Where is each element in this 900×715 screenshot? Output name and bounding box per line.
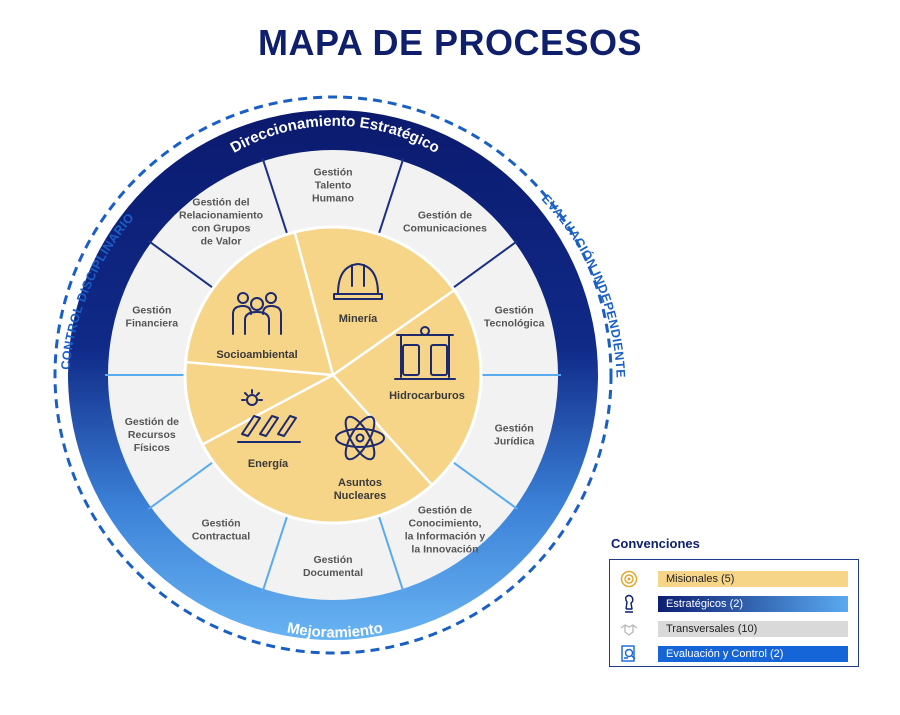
segment-divider xyxy=(377,157,405,235)
people-group-icon xyxy=(232,292,282,335)
legend: Convenciones Misionales (5) Estratégicos… xyxy=(609,536,859,667)
core-divider xyxy=(201,373,334,446)
ring-label-bottom: Mejoramiento xyxy=(286,619,384,641)
page-title: MAPA DE PROCESOS xyxy=(257,22,643,63)
solar-panel-icon xyxy=(237,389,301,443)
segment-label: Gestión Contractual xyxy=(192,518,250,543)
legend-label: Misionales (5) xyxy=(658,571,848,587)
legend-label: Transversales (10) xyxy=(658,621,848,637)
legend-item-estrategicos: Estratégicos (2) xyxy=(618,593,848,615)
mission-core: Minería Hidrocarburos Asuntos Nucleares Ener… xyxy=(183,225,483,525)
segment-divider xyxy=(147,240,214,289)
legend-item-transversales: Transversales (10) xyxy=(618,618,848,640)
segment-label: Gestión de Recursos Físicos xyxy=(125,416,179,454)
core-divider xyxy=(293,231,335,376)
segment-label: Gestión Documental xyxy=(303,554,363,579)
legend-box: Misionales (5) Estratégicos (2) Transver… xyxy=(609,559,859,667)
core-label: Minería xyxy=(339,313,378,325)
segment-divider xyxy=(261,157,289,235)
segment-label: Gestión Talento Humano xyxy=(312,167,354,205)
atom-icon xyxy=(335,415,385,461)
core-label: Asuntos Nucleares xyxy=(334,477,387,502)
segment-divider xyxy=(261,515,289,593)
segment-label: Gestión del Relacionamiento con Grupos de V… xyxy=(179,196,263,247)
legend-item-misionales: Misionales (5) xyxy=(618,568,848,590)
segment-divider xyxy=(452,461,519,510)
segment-label: Gestión Jurídica xyxy=(494,422,534,447)
core-divider xyxy=(185,360,334,377)
segment-label: Gestión Financiera xyxy=(126,305,179,330)
legend-label: Estratégicos (2) xyxy=(658,596,848,612)
core-label: Hidrocarburos xyxy=(389,390,465,402)
magnifier-report-icon xyxy=(618,644,640,664)
legend-item-evaluacion: Evaluación y Control (2) xyxy=(618,643,848,665)
legend-title: Convenciones xyxy=(611,536,700,551)
target-icon xyxy=(618,569,640,589)
segment-label: Gestión de Comunicaciones xyxy=(403,209,487,234)
core-divider xyxy=(332,374,433,486)
hard-hat-icon xyxy=(333,263,383,300)
handshake-icon xyxy=(618,619,640,639)
segment-divider xyxy=(147,461,214,510)
core-label: Socioambiental xyxy=(216,349,297,361)
segment-divider xyxy=(452,240,519,289)
segment-label: Gestión Tecnológica xyxy=(484,305,545,330)
segment-divider xyxy=(377,515,405,593)
fuel-pump-icon xyxy=(394,326,456,380)
core-label: Energía xyxy=(248,458,289,470)
outer-dashed-ring xyxy=(53,95,613,655)
chess-piece-icon xyxy=(618,594,640,614)
legend-label: Evaluación y Control (2) xyxy=(658,646,848,662)
core-divider xyxy=(332,289,455,377)
